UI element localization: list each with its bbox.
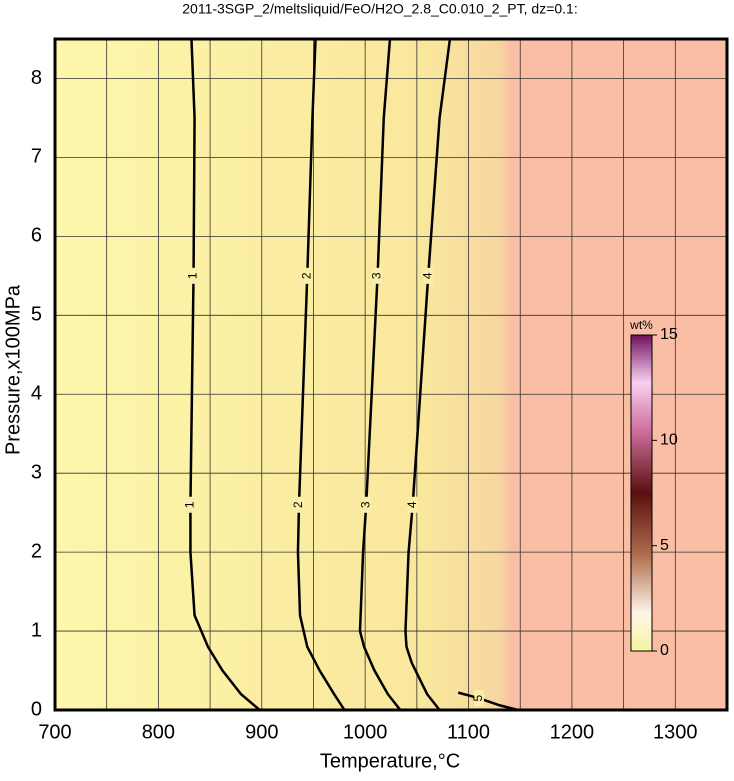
x-tick-label: 1200: [550, 721, 595, 743]
x-tick-label: 1100: [447, 721, 490, 743]
contour-label-bg: [372, 267, 383, 284]
x-tick-label: 1000: [343, 721, 388, 743]
contour-label: 1: [186, 272, 200, 279]
contour-line: [358, 38, 402, 711]
colorbar-tick-label: 10: [660, 432, 678, 449]
contour-label-bg: [407, 496, 418, 513]
chart-title: 2011-3SGP_2/meltsliquid/FeO/H2O_2.8_C0.0…: [182, 1, 577, 17]
contour-label: 5: [471, 695, 485, 702]
y-tick-label: 2: [31, 540, 42, 562]
colorbar-tick-label: 5: [660, 537, 669, 554]
contour-label-bg: [302, 267, 313, 284]
contour-line: [404, 38, 452, 711]
contour-line: [296, 38, 346, 711]
y-tick-label: 6: [31, 225, 42, 247]
y-tick-label: 3: [31, 461, 42, 483]
y-tick-label: 1: [31, 619, 42, 641]
contour-label: 3: [370, 272, 384, 279]
contour-line: [457, 691, 519, 712]
contour-label: 1: [183, 501, 197, 508]
colorbar: [630, 334, 653, 652]
contour-line: [189, 38, 261, 711]
y-tick-label: 0: [31, 698, 42, 720]
contour-label-bg: [293, 496, 304, 513]
contour-label: 2: [299, 272, 313, 279]
colorbar-tick-label: 15: [660, 326, 678, 343]
contour-label-bg: [188, 267, 199, 284]
contour-label-bg: [473, 690, 484, 707]
y-tick-label: 8: [31, 67, 42, 89]
x-tick-label: 900: [245, 721, 278, 743]
y-axis-label: Pressure,x100MPa: [2, 284, 24, 455]
plot-background: [55, 39, 727, 710]
x-tick-label: 1300: [653, 721, 698, 743]
y-tick-label: 4: [31, 383, 42, 405]
colorbar-label: wt%: [629, 318, 653, 332]
x-axis-label: Temperature,°C: [320, 750, 460, 772]
contour-label-bg: [361, 496, 372, 513]
colorbar-tick-label: 0: [660, 642, 669, 659]
x-tick-label: 800: [142, 721, 175, 743]
contour-label-bg: [185, 496, 196, 513]
contour-label: 4: [420, 272, 434, 279]
contour-label: 2: [291, 501, 305, 508]
contour-label: 3: [358, 501, 372, 508]
y-tick-label: 5: [31, 304, 42, 326]
plot-frame: [53, 37, 729, 712]
x-tick-label: 700: [38, 721, 71, 743]
contour-label-bg: [423, 267, 434, 284]
y-tick-label: 7: [31, 146, 42, 168]
contour-label: 4: [405, 501, 419, 508]
